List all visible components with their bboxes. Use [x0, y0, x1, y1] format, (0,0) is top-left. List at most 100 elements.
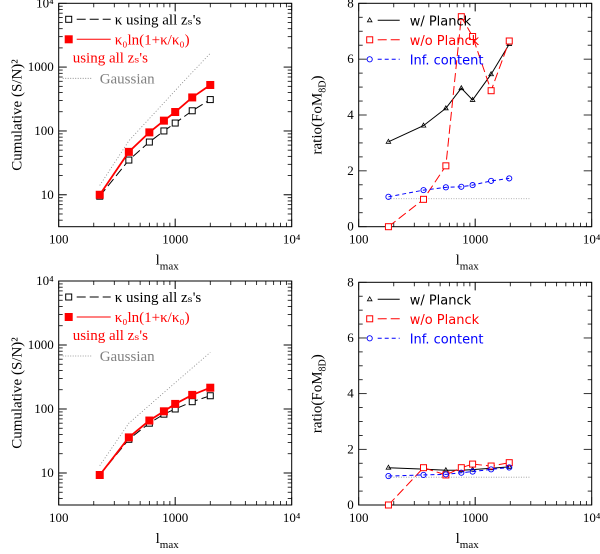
legend: κ using all zₛ's κ₀ln(1+κ/κ₀) using all zₛ…	[62, 12, 202, 87]
x-tick-label: 1000	[162, 232, 188, 247]
y-axis-label: Cumulative (S/N)²	[10, 59, 26, 171]
x-tick-label: 1000	[162, 510, 188, 525]
y-tick-label: 1000	[28, 337, 54, 352]
x-tick-label: 100	[349, 510, 369, 525]
x-tick-label: 1000	[462, 510, 488, 525]
data-point	[171, 399, 180, 408]
panel-2: 100 1000 10⁴ 0 2 4 6 8 lmax ratio(FoM8D) w/ Planck…	[310, 0, 600, 273]
series-1	[96, 96, 214, 200]
x-tick-label: 10⁴	[583, 232, 600, 247]
data-point	[505, 37, 513, 45]
y-tick-label: 10	[41, 465, 54, 480]
x-axis-label-sub: max	[460, 539, 479, 551]
x-axis-label: lmax	[456, 253, 480, 273]
series-line	[388, 43, 510, 143]
y-axis-label: ratio(FoM8D)	[310, 354, 329, 433]
legend-marker	[366, 56, 373, 63]
x-axis-label-sub: max	[460, 261, 479, 273]
series-line	[98, 84, 211, 196]
legend-label: w/ Planck	[410, 14, 472, 29]
data-point	[420, 187, 427, 194]
data-point	[385, 138, 392, 144]
legend-marker	[366, 16, 373, 23]
y-axis-label-sub: 8D	[318, 359, 329, 371]
x-axis-label-main: l	[156, 253, 160, 269]
data-point	[488, 70, 495, 77]
y-tick-label: 1000	[28, 59, 54, 74]
series-2	[95, 80, 215, 199]
x-axis-label: lmax	[156, 253, 180, 273]
data-point	[469, 460, 477, 468]
data-point	[505, 459, 513, 467]
x-axis-label-main: l	[156, 531, 160, 547]
y-tick-label: 100	[34, 401, 54, 416]
x-tick-label: 100	[49, 232, 69, 247]
legend: w/ Planck w/o Planck Inf. content	[366, 293, 483, 347]
x-axis-label-sub: max	[160, 261, 179, 273]
data-point	[506, 175, 513, 182]
series-1	[96, 392, 214, 479]
series-3	[99, 52, 211, 186]
data-point	[124, 433, 133, 442]
legend: w/ Planck w/o Planck Inf. content	[366, 14, 483, 68]
x-axis-label: lmax	[156, 531, 180, 551]
data-point	[469, 33, 477, 41]
data-point	[206, 392, 214, 400]
y-tick-label: 10⁴	[36, 273, 54, 288]
legend-label: κ₀ln(1+κ/κ₀)	[115, 310, 190, 326]
data-point	[442, 162, 450, 170]
data-point	[458, 183, 465, 190]
series-2	[384, 13, 513, 231]
panel-4: 100 1000 10⁴ 0 2 4 6 8 lmax ratio(FoM8D) w/ Planck…	[310, 274, 600, 551]
data-point	[420, 471, 427, 478]
legend-marker	[64, 313, 73, 321]
y-axis-label-end: )	[310, 354, 326, 359]
series-2	[384, 459, 513, 509]
data-point	[171, 108, 180, 117]
data-point	[458, 84, 465, 91]
data-point	[458, 469, 465, 476]
data-point	[171, 119, 179, 127]
data-point	[488, 466, 495, 473]
series-line	[99, 52, 211, 186]
x-axis-label-main: l	[456, 531, 460, 547]
legend-marker	[366, 36, 374, 44]
legend-marker	[366, 335, 373, 342]
data-point	[188, 390, 197, 399]
data-point	[145, 416, 154, 425]
legend-marker	[65, 15, 73, 23]
data-point	[420, 464, 428, 472]
y-tick-label: 2	[347, 163, 354, 178]
x-tick-label: 10⁴	[583, 510, 600, 525]
data-point	[506, 464, 513, 471]
x-tick-label: 10⁴	[283, 510, 301, 525]
data-point	[125, 156, 133, 164]
y-tick-label: 10	[41, 187, 54, 202]
data-point	[95, 190, 104, 199]
panel-3: 100 1000 10⁴ 10 100 1000 10⁴ lmax Cumulative (S/…	[10, 273, 301, 551]
data-point	[95, 470, 104, 479]
y-axis-label-main: Cumulative (S/N)²	[10, 337, 26, 449]
y-tick-label: 2	[347, 441, 354, 456]
y-tick-label: 6	[347, 51, 354, 66]
data-point	[145, 128, 154, 137]
x-axis-label-main: l	[456, 253, 460, 269]
series-2	[95, 383, 215, 479]
data-point	[384, 501, 392, 509]
data-point	[188, 93, 197, 102]
data-point	[469, 96, 476, 102]
y-tick-label: 0	[347, 219, 354, 234]
legend-label: κ₀ln(1+κ/κ₀)	[115, 32, 190, 48]
data-point	[442, 104, 449, 111]
y-tick-label: 6	[347, 330, 354, 345]
x-tick-label: 100	[49, 510, 69, 525]
y-axis-label-main: ratio(FoM	[310, 371, 326, 433]
y-tick-label: 0	[347, 497, 354, 512]
y-tick-label: 4	[347, 107, 354, 122]
y-tick-label: 100	[34, 123, 54, 138]
series-line	[388, 466, 510, 477]
legend-label: κ using all zₛ's	[115, 12, 202, 28]
data-point	[384, 223, 392, 231]
legend-label: w/ Planck	[410, 293, 472, 308]
data-point	[420, 122, 427, 128]
